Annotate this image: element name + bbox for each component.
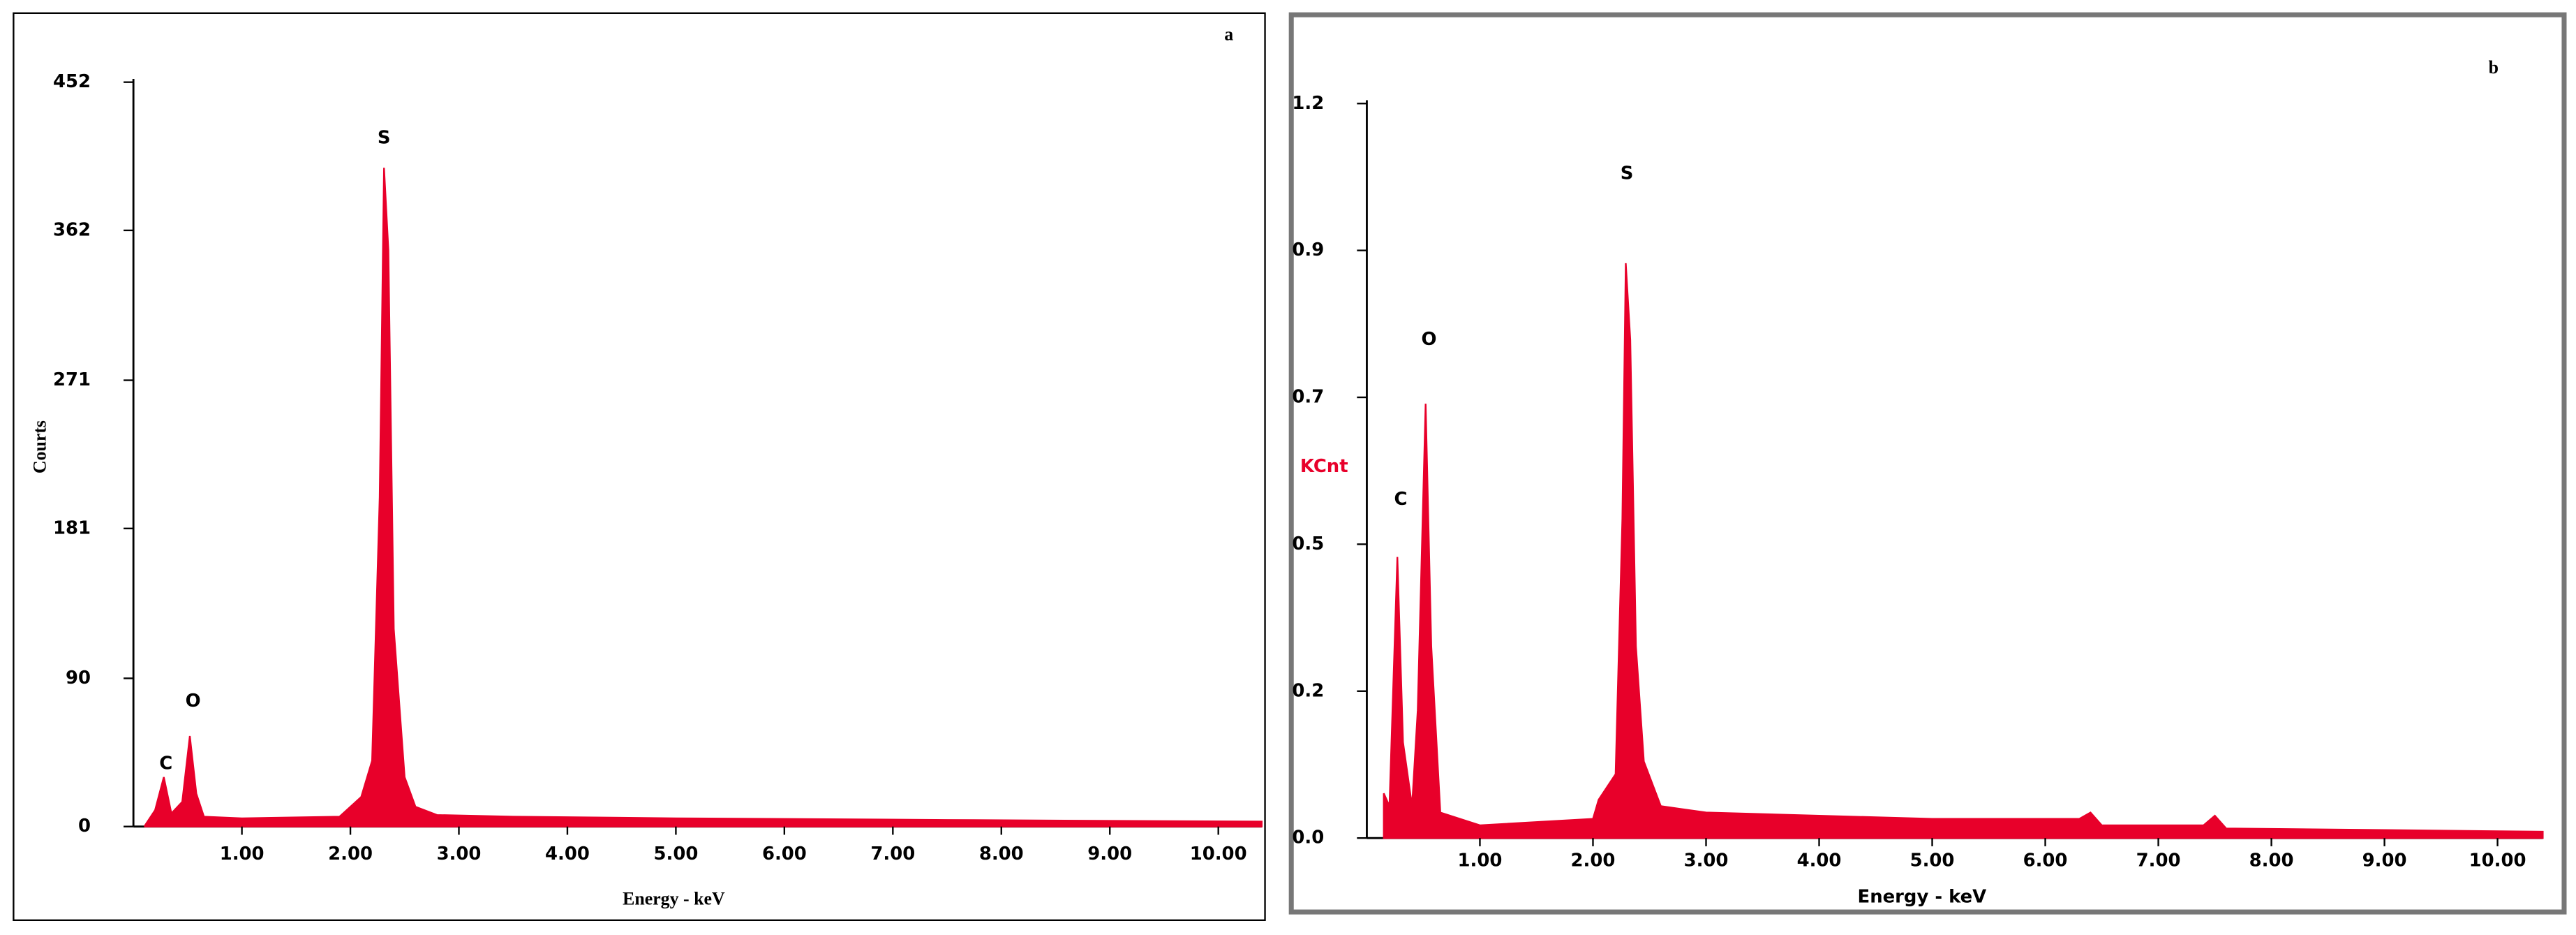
x-tick-label: 5.00	[653, 844, 698, 864]
y-tick-label: 0.9	[1292, 240, 1324, 260]
y-tick-label: 181	[53, 517, 91, 538]
y-axis-label: KCnt	[1300, 456, 1348, 477]
x-axis-label: Energy - keV	[623, 889, 725, 909]
peak-label: O	[1422, 329, 1437, 350]
y-tick-label: 271	[53, 369, 91, 390]
x-tick-label: 10.00	[1190, 844, 1247, 864]
peak-label: O	[186, 691, 201, 712]
x-tick-label: 8.00	[979, 844, 1024, 864]
spectrum	[1383, 263, 2544, 839]
x-tick-label: 7.00	[870, 844, 915, 864]
y-axis-label: Courts	[29, 420, 50, 473]
spectrum	[143, 168, 1263, 827]
y-tick-label: 362	[53, 219, 91, 240]
y-tick-label: 452	[53, 71, 91, 92]
panel-frame	[13, 12, 1266, 921]
panel-label: a	[1224, 24, 1233, 45]
peak-label: S	[1621, 163, 1634, 184]
x-axis-label: Energy - keV	[1858, 886, 1987, 907]
peak-label: C	[1394, 489, 1408, 510]
x-tick-label: 7.00	[2136, 851, 2181, 871]
x-tick-label: 10.00	[2469, 851, 2526, 871]
x-tick-label: 2.00	[328, 844, 373, 864]
x-tick-label: 3.00	[437, 844, 482, 864]
x-tick-label: 6.00	[2023, 851, 2068, 871]
peak-label: S	[378, 127, 391, 148]
y-tick-label: 0	[78, 816, 91, 837]
y-tick-label: 0.0	[1292, 827, 1324, 848]
y-tick-label: 1.2	[1292, 93, 1324, 114]
x-tick-label: 9.00	[2362, 851, 2407, 871]
y-tick-label: 0.7	[1292, 387, 1324, 408]
y-tick-label: 90	[66, 668, 91, 689]
x-tick-label: 6.00	[762, 844, 807, 864]
y-tick-label: 0.5	[1292, 533, 1324, 554]
x-tick-label: 3.00	[1684, 851, 1729, 871]
x-tick-label: 5.00	[1910, 851, 1955, 871]
x-tick-label: 1.00	[1458, 851, 1503, 871]
peak-label: C	[159, 753, 172, 774]
x-tick-label: 2.00	[1571, 851, 1616, 871]
x-tick-label: 4.00	[545, 844, 590, 864]
panel-frame	[1288, 12, 2567, 915]
x-tick-label: 4.00	[1797, 851, 1842, 871]
panel-label: b	[2489, 57, 2499, 78]
x-tick-label: 8.00	[2249, 851, 2294, 871]
x-tick-label: 9.00	[1087, 844, 1132, 864]
x-tick-label: 1.00	[220, 844, 265, 864]
y-tick-label: 0.2	[1292, 680, 1324, 701]
